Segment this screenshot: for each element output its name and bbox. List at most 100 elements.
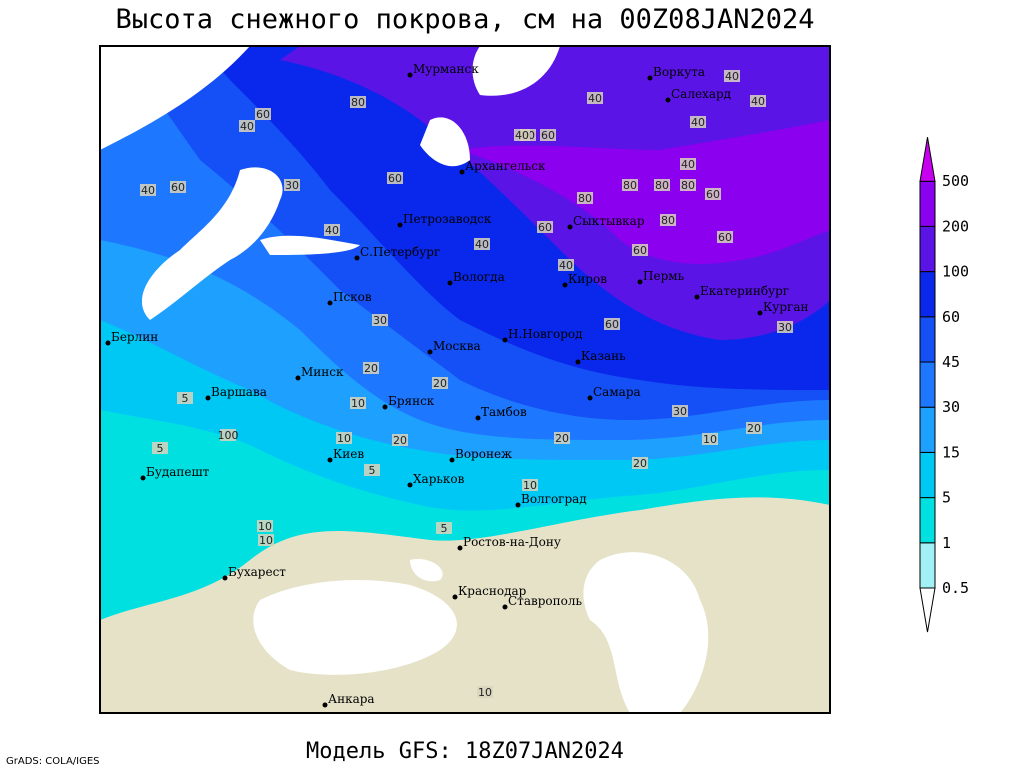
city-dot [459,169,465,175]
contour-label-bg [672,405,688,417]
legend-label: 15 [942,443,960,461]
legend-swatch [919,451,936,499]
contour-label: 10 [523,479,537,492]
city-dot [295,375,301,381]
city-label: Ставрополь [508,594,582,608]
snow-band-200 [460,120,830,264]
contour-label: 20 [393,434,407,447]
contour-label: 20 [747,422,761,435]
legend-swatch [919,497,936,544]
city-dot [407,72,413,78]
legend-label: 1 [942,534,951,552]
contour-label: 60 [633,244,647,257]
city-dot [354,255,360,261]
contour-label-bg [558,259,574,271]
contour-label: 5 [157,442,164,455]
city-label: Воронеж [455,447,512,461]
contour-label: 80 [351,96,365,109]
city-label: Берлин [111,330,158,344]
contour-label-bg [432,377,448,389]
city-dot [502,337,508,343]
city-label: Псков [333,290,372,304]
contour-label: 80 [578,192,592,205]
contour-label-bg [372,314,388,326]
contour-label: 40 [141,184,155,197]
contour-label: 5 [182,392,189,405]
credit: GrADS: COLA/IGES [6,756,100,767]
legend-label: 100 [942,263,969,281]
legend-label: 45 [942,353,960,371]
contour-label: 20 [364,362,378,375]
city-dot [222,575,228,581]
contour-label-bg [436,522,452,534]
legend-swatch [919,316,936,363]
city-dot [205,395,211,401]
city-dot [757,310,763,316]
city-label: Анкара [328,692,375,706]
contour-label: 60 [706,188,720,201]
city-label: Волгоград [521,492,587,506]
map-frame [99,45,831,714]
city-dot [327,457,333,463]
city-dot [475,415,481,421]
contour-label-bg [364,464,380,476]
legend-label: 200 [942,217,969,235]
city-label: Варшава [211,385,267,399]
legend-swatch [919,180,936,227]
contour-label: 60 [388,172,402,185]
city-label: С.Петербург [360,245,440,259]
contour-label-bg [577,192,593,204]
black-sea [253,580,457,675]
city-label: Сыктывкар [573,214,645,228]
city-label: Ростов-на-Дону [463,535,561,549]
contour-label: 40 [325,224,339,237]
city-label: Петрозаводск [403,212,492,226]
city-label: Будапешт [146,465,210,479]
contour-label: 5 [441,522,448,535]
contour-label: 20 [555,432,569,445]
contour-label-bg [336,432,352,444]
contour-label: 40 [725,70,739,83]
gulf-of-finland [260,235,360,255]
contour-label-bg [587,92,603,104]
contour-label: 20 [433,377,447,390]
legend-label: 60 [942,308,960,326]
contour-label-bg [622,179,638,191]
city-dot [457,545,463,551]
contour-label: 30 [778,321,792,334]
contour-label-bg [702,433,718,445]
city-label: Екатеринбург [700,284,789,298]
contour-label: 10 [259,534,273,547]
city-dot [562,282,568,288]
legend-swatch [919,542,936,589]
contour-label: 30 [373,314,387,327]
contour-labels: 4060408040406040608040608060803080804040… [140,70,793,699]
contour-label: 10 [478,686,492,699]
city-dot [575,359,581,365]
contour-label: 80 [655,179,669,192]
contour-label-bg [537,221,553,233]
city-label: Харьков [413,472,465,486]
city-dot [665,97,671,103]
city-label: Вологда [453,270,505,284]
contour-label: 40 [475,238,489,251]
contour-label-bg [680,158,696,170]
caspian-sea [583,552,709,713]
contour-label: 40 [751,95,765,108]
contour-label: 40 [515,129,529,142]
legend-label: 0.5 [942,579,969,597]
contour-label: 30 [673,405,687,418]
contour-label-bg [724,70,740,82]
city-label: Самара [593,385,641,399]
contour-label-bg [350,397,366,409]
contour-label-bg [392,434,408,446]
city-label: Бухарест [228,565,286,579]
contour-label: 10 [258,520,272,533]
contour-label-bg [632,244,648,256]
city-dot [447,280,453,286]
contour-label-bg [258,534,274,546]
city-dot [397,222,403,228]
contour-label: 40 [559,259,573,272]
contour-label: 60 [541,129,555,142]
